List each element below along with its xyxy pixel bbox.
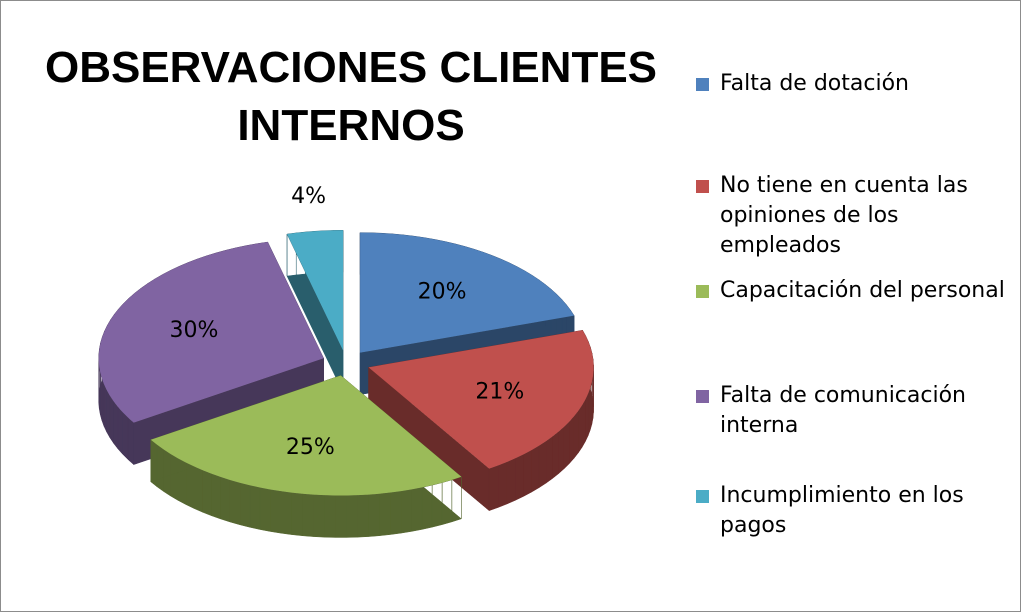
legend-item: Falta de dotación	[696, 69, 1006, 99]
legend-label: Falta de dotación	[720, 71, 909, 96]
slice	[98, 242, 324, 423]
legend-swatch	[696, 490, 709, 503]
legend-item: Incumplimiento en los pagos	[696, 481, 1006, 541]
legend-label: Falta de comunicación interna	[720, 383, 966, 438]
legend-label: Capacitación del personal	[720, 278, 1005, 303]
data-label: 21%	[475, 380, 524, 405]
data-label: 30%	[170, 318, 219, 343]
legend-item: No tiene en cuenta las opiniones de los …	[696, 171, 1006, 261]
chart-title: OBSERVACIONES CLIENTES INTERNOS	[44, 43, 658, 150]
data-label: 25%	[286, 435, 335, 460]
legend-item: Falta de comunicación interna	[696, 381, 1006, 441]
data-label: 4%	[291, 184, 326, 209]
legend-swatch	[696, 390, 709, 403]
legend-swatch	[696, 78, 709, 91]
legend-label: Incumplimiento en los pagos	[720, 483, 964, 538]
legend-swatch	[696, 285, 709, 298]
slice	[287, 230, 343, 351]
slice	[150, 375, 462, 496]
legend-label: No tiene en cuenta las opiniones de los …	[720, 173, 968, 258]
slice	[360, 232, 575, 353]
slice	[368, 330, 594, 469]
data-label: 20%	[418, 279, 467, 304]
legend-item: Capacitación del personal	[696, 276, 1006, 306]
legend-swatch	[696, 180, 709, 193]
